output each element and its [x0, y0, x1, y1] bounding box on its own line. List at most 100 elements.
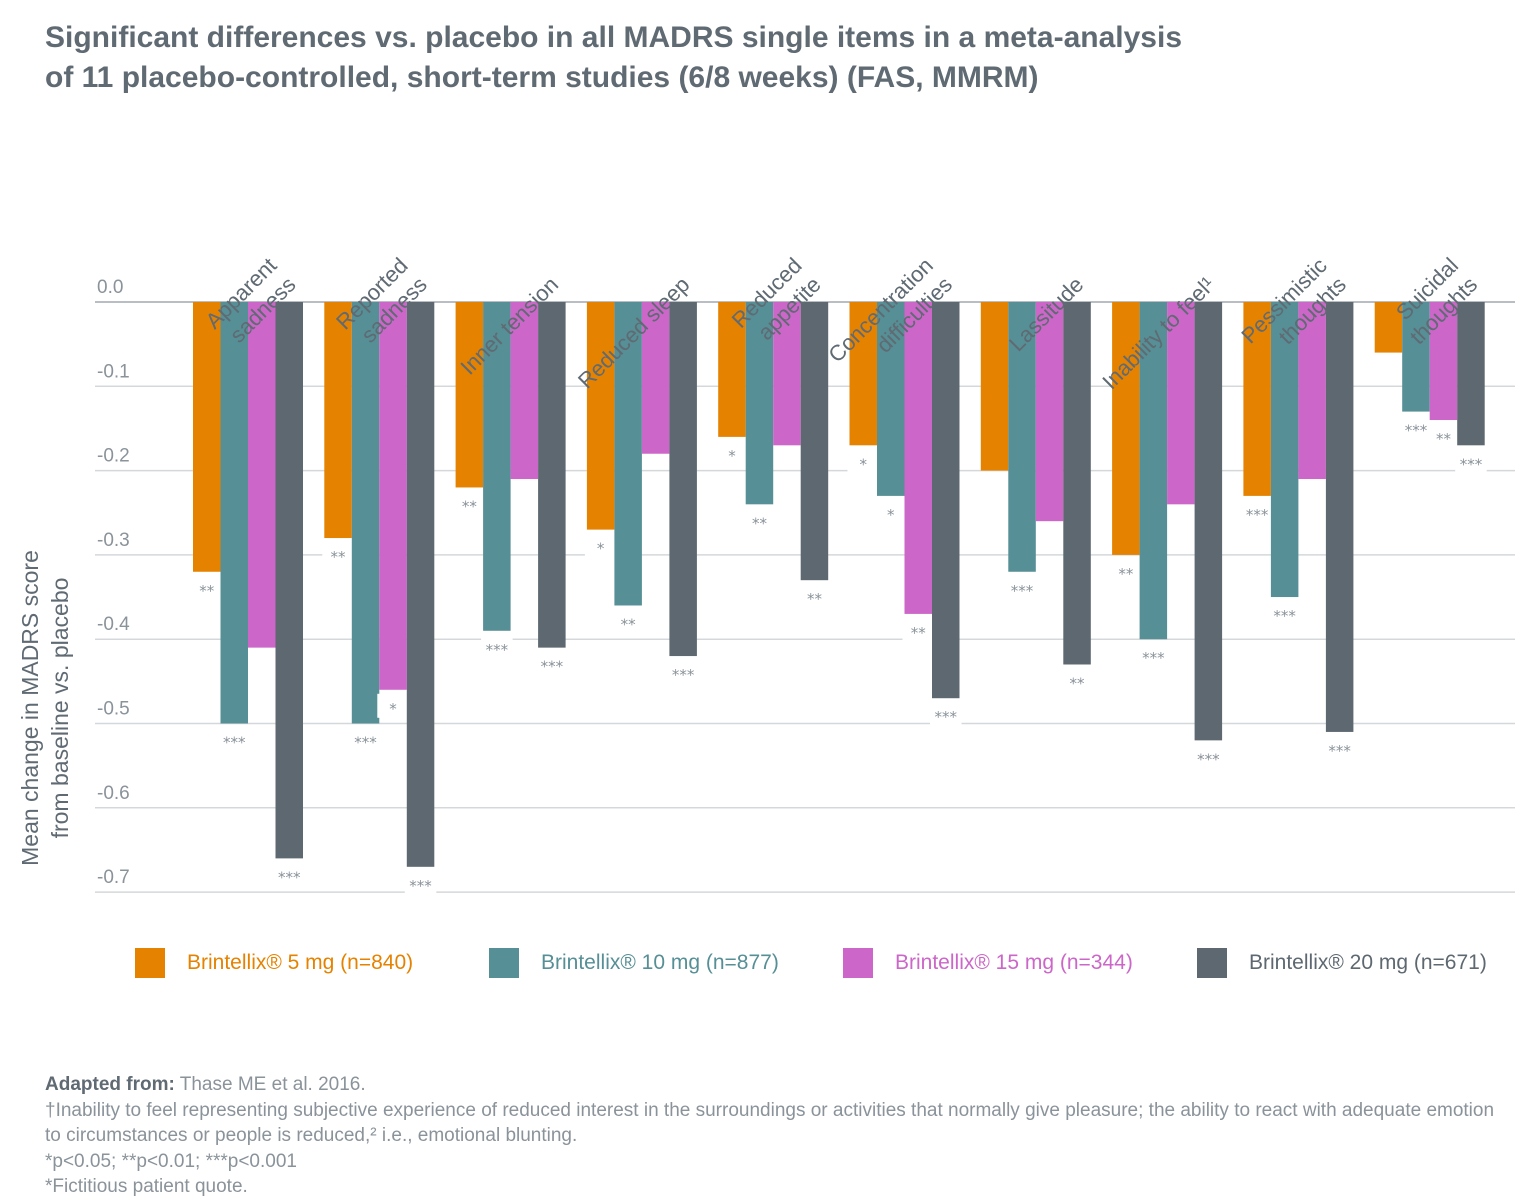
- footnote-dagger: †Inability to feel representing subjecti…: [45, 1099, 1495, 1147]
- bar: [1374, 302, 1403, 353]
- significance-label: **: [911, 624, 927, 642]
- legend-item-15mg: Brintellix® 15 mg (n=344): [843, 948, 1133, 978]
- significance-label: ***: [1197, 750, 1220, 768]
- significance-label: ***: [1246, 506, 1269, 524]
- label-backdrop: [322, 542, 354, 567]
- label-backdrop: [667, 660, 699, 685]
- bar: [586, 302, 615, 530]
- y-tick-label: 0.0: [97, 277, 123, 298]
- bar: [275, 302, 303, 859]
- label-backdrop: [481, 634, 513, 659]
- label-backdrop: [1006, 575, 1038, 600]
- bar: [745, 302, 774, 505]
- label-backdrop: [1455, 449, 1487, 474]
- bar: [379, 302, 407, 690]
- bar: [193, 302, 221, 572]
- y-tick-label: -0.1: [97, 361, 130, 382]
- bar: [932, 302, 960, 699]
- significance-label: ***: [1011, 582, 1034, 600]
- significance-label: **: [752, 514, 768, 532]
- label-backdrop: [930, 702, 962, 727]
- significance-label: **: [1118, 565, 1134, 583]
- label-backdrop: [612, 609, 644, 634]
- bar: [1243, 302, 1271, 496]
- label-backdrop: [404, 870, 437, 895]
- label-backdrop: [1427, 424, 1460, 449]
- chart-title: Significant differences vs. placebo in a…: [45, 18, 1345, 98]
- significance-label: ***: [1460, 455, 1483, 473]
- y-tick-label: -0.6: [97, 783, 130, 804]
- bar: [773, 302, 801, 446]
- title-line-1: Significant differences vs. placebo in a…: [45, 21, 1183, 54]
- bar: [1035, 302, 1064, 522]
- footnote-significance: *p<0.05; **p<0.01; ***p<0.001: [45, 1150, 297, 1172]
- significance-label: ***: [672, 666, 695, 684]
- bar: [669, 302, 697, 657]
- significance-label: **: [807, 590, 823, 608]
- bar: [510, 302, 539, 480]
- label-backdrop: [218, 727, 250, 752]
- significance-label: ***: [1273, 607, 1296, 625]
- label-backdrop: [1323, 735, 1356, 760]
- significance-label: *: [597, 540, 605, 558]
- significance-label: *: [887, 506, 895, 524]
- legend-label: Brintellix® 15 mg (n=344): [895, 951, 1133, 974]
- bar: [980, 302, 1009, 471]
- bar: [1008, 302, 1036, 572]
- bar: [248, 302, 276, 648]
- legend-label: Brintellix® 5 mg (n=840): [187, 951, 414, 974]
- bar: [1298, 302, 1326, 480]
- label-backdrop: [847, 449, 879, 474]
- legend-label: Brintellix® 10 mg (n=877): [541, 951, 779, 974]
- bar: [1457, 302, 1485, 446]
- significance-label: ***: [935, 708, 958, 726]
- bar-chart: 0.0 -0.1 -0.2 -0.3 -0.4 -0.5 -0.6 -0.7 Mean chan…: [17, 253, 1515, 895]
- bar: [324, 302, 352, 539]
- significance-label: ***: [409, 877, 432, 895]
- label-backdrop: [1137, 643, 1170, 668]
- significance-label: ***: [541, 658, 564, 676]
- label-backdrop: [536, 651, 568, 676]
- significance-label: ***: [1142, 649, 1165, 667]
- bar: [538, 302, 566, 648]
- y-tick-label: -0.7: [97, 867, 130, 888]
- legend-swatch: [135, 948, 165, 978]
- significance-label: **: [331, 548, 347, 566]
- adapted-label: Adapted from:: [45, 1074, 175, 1095]
- label-backdrop: [798, 584, 831, 609]
- bar: [1429, 302, 1458, 421]
- bar: [351, 302, 380, 724]
- significance-label: ***: [1405, 422, 1428, 440]
- significance-label: ***: [278, 868, 301, 886]
- significance-label: *: [860, 455, 868, 473]
- label-backdrop: [1241, 499, 1273, 524]
- label-backdrop: [743, 508, 776, 533]
- bar: [849, 302, 877, 446]
- bar: [641, 302, 670, 454]
- bar: [614, 302, 642, 606]
- label-backdrop: [1400, 415, 1432, 440]
- legend-swatch: [843, 948, 873, 978]
- significance-label: **: [1070, 674, 1086, 692]
- significance-label: ***: [1328, 742, 1351, 760]
- significance-label: *: [389, 700, 397, 718]
- label-backdrop: [1268, 601, 1301, 626]
- significance-label: **: [199, 582, 215, 600]
- y-tick-label: -0.3: [97, 530, 130, 551]
- label-backdrop: [1110, 558, 1142, 583]
- source-citation: Adapted from: Thase ME et al. 2016.: [45, 1072, 1515, 1098]
- significance-label: **: [621, 615, 637, 633]
- legend-item-10mg: Brintellix® 10 mg (n=877): [489, 948, 779, 978]
- legend-item-20mg: Brintellix® 20 mg (n=671): [1197, 948, 1487, 978]
- footnote-quote: *Fictitious patient quote.: [45, 1176, 248, 1197]
- significance-label: **: [1436, 430, 1452, 448]
- bar: [1139, 302, 1168, 640]
- bar: [877, 302, 905, 496]
- bar: [455, 302, 484, 488]
- significance-label: **: [462, 497, 478, 515]
- legend-swatch: [1197, 948, 1227, 978]
- label-backdrop: [453, 491, 486, 516]
- bar: [1402, 302, 1430, 412]
- bar: [800, 302, 829, 581]
- label-backdrop: [1061, 668, 1093, 693]
